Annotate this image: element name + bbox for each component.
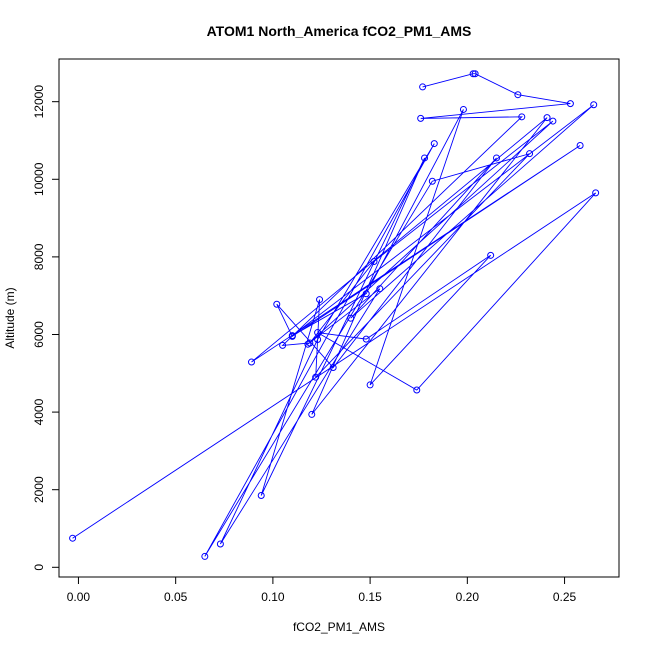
data-point: [417, 114, 425, 122]
y-tick-label: 4000: [32, 398, 46, 425]
data-point: [590, 101, 598, 109]
data-point: [592, 189, 600, 197]
data-point: [421, 154, 429, 162]
data-point: [471, 70, 479, 78]
data-point: [362, 335, 370, 343]
data-point: [413, 386, 421, 394]
data-point: [314, 329, 322, 337]
x-tick-label: 0.25: [553, 590, 577, 604]
y-tick-label: 6000: [32, 321, 46, 348]
data-point: [469, 70, 477, 78]
x-tick-label: 0.10: [261, 590, 285, 604]
y-tick-label: 0: [32, 564, 46, 571]
data-point: [543, 114, 551, 122]
data-point: [329, 363, 337, 371]
data-point: [487, 251, 495, 259]
data-point: [306, 339, 314, 347]
data-point: [430, 140, 438, 148]
data-point: [216, 540, 224, 548]
data-point: [248, 358, 255, 366]
data-point: [459, 105, 467, 113]
y-axis-label: Altitude (m): [3, 287, 17, 348]
data-point: [376, 285, 384, 293]
data-point: [576, 142, 584, 150]
data-point: [514, 91, 522, 99]
y-axis: 0 2000 4000 6000 8000 10000 12000: [32, 85, 60, 571]
data-point: [312, 373, 320, 381]
data-point: [362, 290, 370, 298]
data-point: [257, 492, 265, 500]
x-axis: 0.00 0.05 0.10 0.15 0.20 0.25: [67, 576, 577, 604]
y-tick-label: 10000: [32, 162, 46, 196]
series-layer: [69, 70, 600, 560]
series-line: [72, 73, 597, 557]
data-point: [308, 410, 316, 418]
data-point: [201, 552, 209, 560]
data-point: [428, 177, 436, 185]
data-point: [493, 154, 500, 162]
x-tick-label: 0.05: [164, 590, 188, 604]
data-point: [518, 113, 526, 121]
chart-title: ATOM1 North_America fCO2_PM1_AMS: [207, 23, 472, 39]
x-tick-label: 0.00: [67, 590, 91, 604]
data-point: [314, 336, 322, 344]
data-point: [370, 258, 378, 266]
data-point: [288, 332, 296, 340]
x-axis-label: fCO2_PM1_AMS: [293, 620, 385, 634]
data-point: [69, 534, 77, 542]
data-point: [279, 341, 287, 349]
data-point: [273, 300, 281, 308]
data-point: [316, 296, 324, 304]
y-tick-label: 2000: [32, 476, 46, 503]
y-tick-label: 8000: [32, 243, 46, 270]
data-point: [566, 100, 574, 108]
x-tick-label: 0.15: [358, 590, 382, 604]
y-tick-label: 12000: [32, 85, 46, 119]
data-point: [419, 83, 427, 91]
data-point: [526, 150, 534, 158]
data-point: [347, 314, 355, 322]
x-tick-label: 0.20: [456, 590, 480, 604]
data-point: [549, 117, 557, 125]
data-point: [366, 381, 374, 389]
